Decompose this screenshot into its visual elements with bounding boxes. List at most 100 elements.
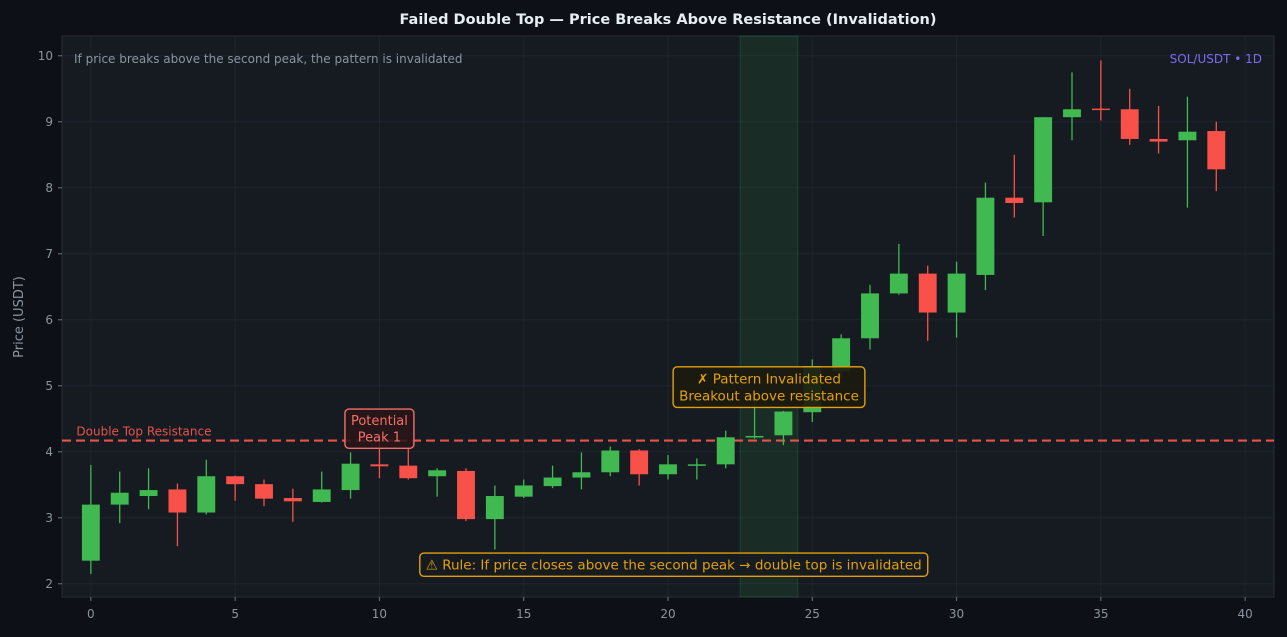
- candle-body: [428, 470, 447, 477]
- annotations: Potential Peak 1 ✗ Pattern Invalidated Brea…: [344, 366, 929, 578]
- candle-down: [399, 448, 418, 480]
- annotation-text: Breakout above resistance: [679, 389, 859, 405]
- candle-up: [341, 452, 360, 499]
- candle-body: [457, 470, 475, 520]
- chart-title: Failed Double Top — Price Breaks Above R…: [399, 12, 936, 28]
- annotation-box: [672, 366, 866, 409]
- candle-body: [861, 293, 879, 339]
- annotation-invalidated: ✗ Pattern Invalidated Breakout above resi…: [672, 366, 866, 409]
- candle-up: [601, 446, 620, 477]
- annotation-rule: ⚠ Rule: If price closes above the second…: [419, 552, 929, 578]
- candle-up: [572, 452, 591, 490]
- candle-body: [572, 472, 591, 478]
- candle-body: [283, 498, 302, 502]
- y-tick-label: 9: [45, 115, 53, 129]
- y-tick-label: 5: [45, 379, 53, 393]
- candle-down: [283, 488, 302, 522]
- x-tick-label: 25: [805, 607, 820, 621]
- candle-up: [312, 471, 331, 503]
- candle-up: [514, 479, 533, 498]
- candle-body: [312, 489, 331, 502]
- x-tick-label: 40: [1238, 607, 1253, 621]
- candle-body: [255, 484, 273, 499]
- annotation-text: Potential: [351, 414, 408, 429]
- candle-up: [1063, 72, 1081, 141]
- annotation-text: Peak 1: [358, 431, 401, 446]
- candle-up: [947, 261, 966, 338]
- candle-up: [861, 284, 879, 350]
- candle-up: [139, 468, 158, 510]
- candle-body: [168, 489, 187, 513]
- y-tick-label: 3: [45, 511, 53, 525]
- y-tick-label: 2: [45, 577, 53, 591]
- candle-down: [1149, 105, 1168, 154]
- candle-body: [832, 338, 851, 372]
- symbol-tag: SOL/USDT • 1D: [1170, 52, 1262, 66]
- annotation-box: [344, 408, 415, 450]
- annotation-peak1: Potential Peak 1: [344, 408, 415, 450]
- candle-body: [601, 450, 620, 473]
- candle-body: [370, 464, 389, 467]
- candle-down: [1207, 121, 1226, 192]
- candle-down: [918, 265, 937, 341]
- candle-down: [1120, 88, 1139, 145]
- candle-down: [1091, 60, 1110, 121]
- candle-body: [976, 197, 995, 275]
- candle-body: [889, 273, 908, 294]
- candle-up: [774, 410, 793, 446]
- candle-body: [1178, 131, 1197, 141]
- candle-body: [1149, 138, 1168, 142]
- candle-body: [745, 435, 764, 438]
- candle-body: [1034, 117, 1053, 203]
- candle-up: [81, 465, 100, 574]
- candle-body: [659, 464, 677, 475]
- candle-body: [81, 504, 100, 561]
- candle-body: [543, 477, 562, 487]
- candle-body: [341, 463, 360, 491]
- annotation-box: [419, 552, 929, 578]
- candle-body: [1091, 108, 1110, 111]
- y-tick-label: 10: [38, 49, 53, 63]
- candle-up: [716, 430, 735, 469]
- candle-down: [457, 468, 475, 522]
- x-tick-label: 15: [516, 607, 531, 621]
- x-tick-label: 0: [87, 607, 95, 621]
- y-tick-label: 4: [45, 445, 53, 459]
- candle-down: [168, 483, 187, 547]
- candle-down: [630, 449, 649, 486]
- y-tick-label: 8: [45, 181, 53, 195]
- candle-up: [1178, 96, 1197, 208]
- x-tick-label: 20: [660, 607, 675, 621]
- chart-subtitle: If price breaks above the second peak, t…: [74, 52, 463, 66]
- candle-down: [255, 479, 273, 506]
- x-tick-label: 35: [1093, 607, 1108, 621]
- candle-body: [630, 450, 649, 475]
- y-tick-label: 7: [45, 247, 53, 261]
- candle-up: [976, 182, 995, 291]
- candle-body: [918, 273, 937, 313]
- annotation-text: ⚠ Rule: If price closes above the second…: [426, 557, 922, 573]
- candle-body: [139, 490, 158, 497]
- y-tick-label: 6: [45, 313, 53, 327]
- candle-body: [197, 476, 216, 513]
- candle-up: [110, 471, 129, 524]
- highlight-zone-layer: [739, 35, 799, 598]
- candle-down: [226, 475, 245, 501]
- candle-body: [1005, 197, 1024, 203]
- candle-body: [226, 476, 245, 485]
- candle-body: [1120, 109, 1139, 139]
- candle-body: [716, 437, 735, 465]
- candle-body: [514, 485, 533, 497]
- candle-up: [197, 459, 216, 515]
- candle-up: [1034, 117, 1053, 236]
- candle-body: [1063, 109, 1081, 118]
- candle-body: [485, 496, 504, 520]
- resistance-layer: Double Top Resistance: [62, 425, 1274, 442]
- x-tick-label: 5: [231, 607, 239, 621]
- candle-body: [399, 465, 418, 479]
- candle-up: [428, 468, 447, 497]
- candles: [81, 60, 1226, 574]
- candle-down: [1005, 154, 1024, 218]
- candle-body: [687, 464, 706, 466]
